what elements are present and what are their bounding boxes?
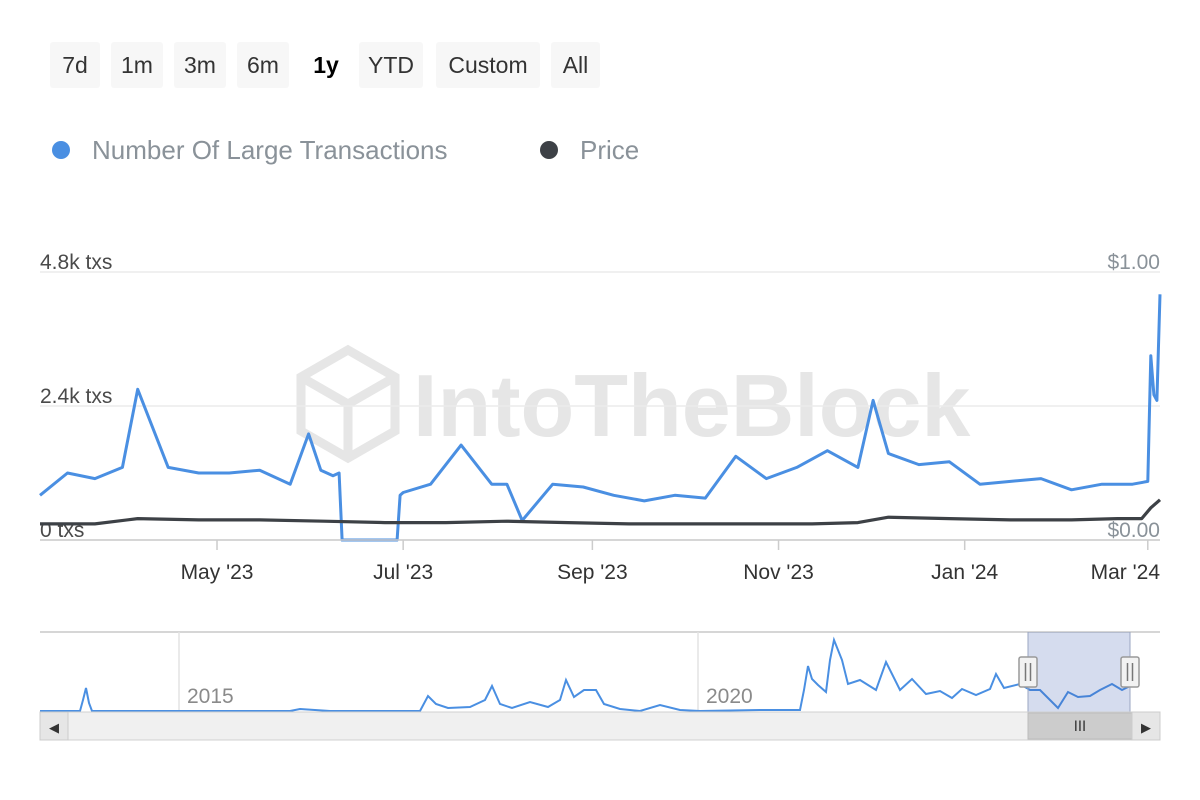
scrollbar-track[interactable] — [39, 711, 1161, 741]
range-button-6m[interactable]: 6m — [237, 42, 289, 88]
chevron-right-icon: ▶ — [1141, 721, 1151, 736]
navigator-selection[interactable] — [1028, 632, 1130, 712]
x-tick-label: Jan '24 — [931, 561, 998, 584]
navigator-handle-right[interactable] — [1120, 656, 1140, 688]
legend-dot-icon — [540, 141, 558, 159]
legend-dot-icon — [52, 141, 70, 159]
navigator[interactable]: 2015 2020 — [40, 631, 1160, 713]
grid — [40, 271, 1160, 541]
range-button-custom[interactable]: Custom — [436, 42, 540, 88]
series-layer — [39, 294, 1162, 542]
y-left-tick-label: 4.8k txs — [40, 251, 112, 274]
y-right-tick-label: $1.00 — [1107, 251, 1160, 274]
range-button-ytd[interactable]: YTD — [359, 42, 423, 88]
x-tick-label: Sep '23 — [557, 561, 628, 584]
navigator-year-label: 2015 — [187, 685, 234, 708]
navigator-handle-left[interactable] — [1018, 656, 1038, 688]
scrollbar-thumb[interactable]: III — [1027, 712, 1133, 740]
range-button-1m[interactable]: 1m — [111, 42, 163, 88]
range-button-3m[interactable]: 3m — [174, 42, 226, 88]
legend-label: Price — [580, 134, 640, 165]
y-right-tick-label: $0.00 — [1107, 519, 1160, 542]
range-button-all[interactable]: All — [551, 42, 600, 88]
scrollbar-left-button[interactable]: ◀ — [39, 711, 69, 741]
x-tick-label: Jul '23 — [373, 561, 433, 584]
navigator-year-label: 2020 — [706, 685, 753, 708]
chevron-left-icon: ◀ — [49, 721, 59, 736]
scrollbar[interactable]: ◀ III ▶ — [39, 711, 1161, 741]
x-tick-label: May '23 — [181, 561, 254, 584]
range-button-1y[interactable]: 1y — [300, 42, 352, 88]
x-axis: May '23 Jul '23 Sep '23 Nov '23 Jan '24 Mar '… — [40, 539, 1161, 584]
watermark-logo-icon — [296, 344, 400, 464]
range-button-7d[interactable]: 7d — [50, 42, 100, 88]
x-tick-label: Mar '24 — [1091, 561, 1161, 584]
legend-item-large-transactions[interactable]: Number Of Large Transactions — [52, 130, 448, 170]
y-left-tick-label: 2.4k txs — [40, 385, 112, 408]
scrollbar-grip-icon: III — [1074, 719, 1086, 735]
x-tick-label: Nov '23 — [743, 561, 814, 584]
scrollbar-right-button[interactable]: ▶ — [1131, 711, 1161, 741]
legend-label: Number Of Large Transactions — [92, 134, 448, 165]
series-line-price — [40, 498, 1162, 526]
legend-item-price[interactable]: Price — [540, 130, 639, 170]
series-line-large-transactions — [39, 294, 1162, 542]
